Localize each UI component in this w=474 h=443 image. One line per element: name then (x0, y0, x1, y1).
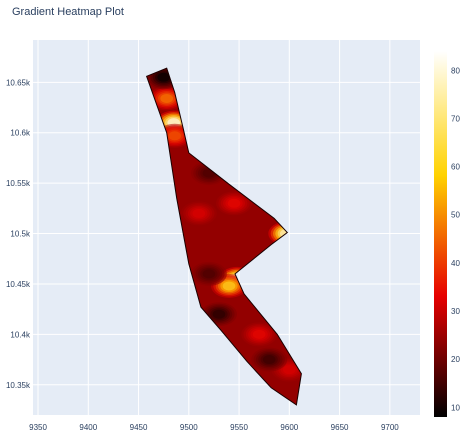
y-tick-label: 10.55k (6, 179, 31, 188)
colorbar-tick-label: 20 (451, 355, 460, 364)
colorbar-tick-label: 40 (451, 259, 460, 268)
colorbar-tick-label: 80 (451, 66, 460, 75)
y-tick-label: 10.4k (10, 330, 31, 339)
y-tick-label: 10.6k (10, 129, 31, 138)
x-tick-labels: 9350 9400 9450 9500 9550 9600 9650 9700 (29, 423, 399, 432)
y-tick-labels: 10.35k 10.4k 10.45k 10.5k 10.55k 10.6k 10.65k (6, 78, 31, 389)
colorbar-tick-label: 70 (451, 114, 460, 123)
x-tick-label: 9550 (230, 423, 248, 432)
y-tick-label: 10.45k (6, 280, 31, 289)
x-gridlines (37, 40, 391, 415)
x-tick-label: 9600 (280, 423, 298, 432)
x-tick-label: 9500 (180, 423, 198, 432)
heatmap-hotspot (168, 131, 182, 141)
heatmap-hotspot (252, 329, 266, 339)
y-tick-label: 10.35k (6, 381, 31, 390)
heatmap-hotspot (282, 365, 296, 375)
chart-title: Gradient Heatmap Plot (12, 6, 124, 18)
x-tick-label: 9450 (130, 423, 148, 432)
colorbar (434, 51, 447, 417)
colorbar-tick-label: 30 (451, 307, 460, 316)
heatmap-hotspot (157, 72, 171, 82)
heatmap-hotspot (160, 93, 174, 103)
x-tick-label: 9700 (381, 423, 399, 432)
x-tick-label: 9650 (331, 423, 349, 432)
heatmap-hotspot (192, 208, 206, 218)
colorbar-tick-label: 60 (451, 163, 460, 172)
colorbar-tick-label: 10 (451, 403, 460, 412)
heatmap-hotspot (202, 269, 216, 279)
heatmap-hotspot (262, 355, 276, 365)
heatmap-region-outline (145, 67, 302, 406)
heatmap-hotspot (222, 281, 236, 291)
heatmap-hotspot (212, 309, 226, 319)
x-tick-label: 9350 (29, 423, 47, 432)
y-tick-label: 10.5k (10, 230, 31, 239)
colorbar-tick-label: 50 (451, 211, 460, 220)
colorbar-tick-labels: 10 20 30 40 50 60 70 80 (451, 66, 460, 412)
heatmap-hotspot (227, 198, 241, 208)
y-tick-label: 10.65k (6, 78, 31, 87)
x-tick-label: 9400 (79, 423, 97, 432)
